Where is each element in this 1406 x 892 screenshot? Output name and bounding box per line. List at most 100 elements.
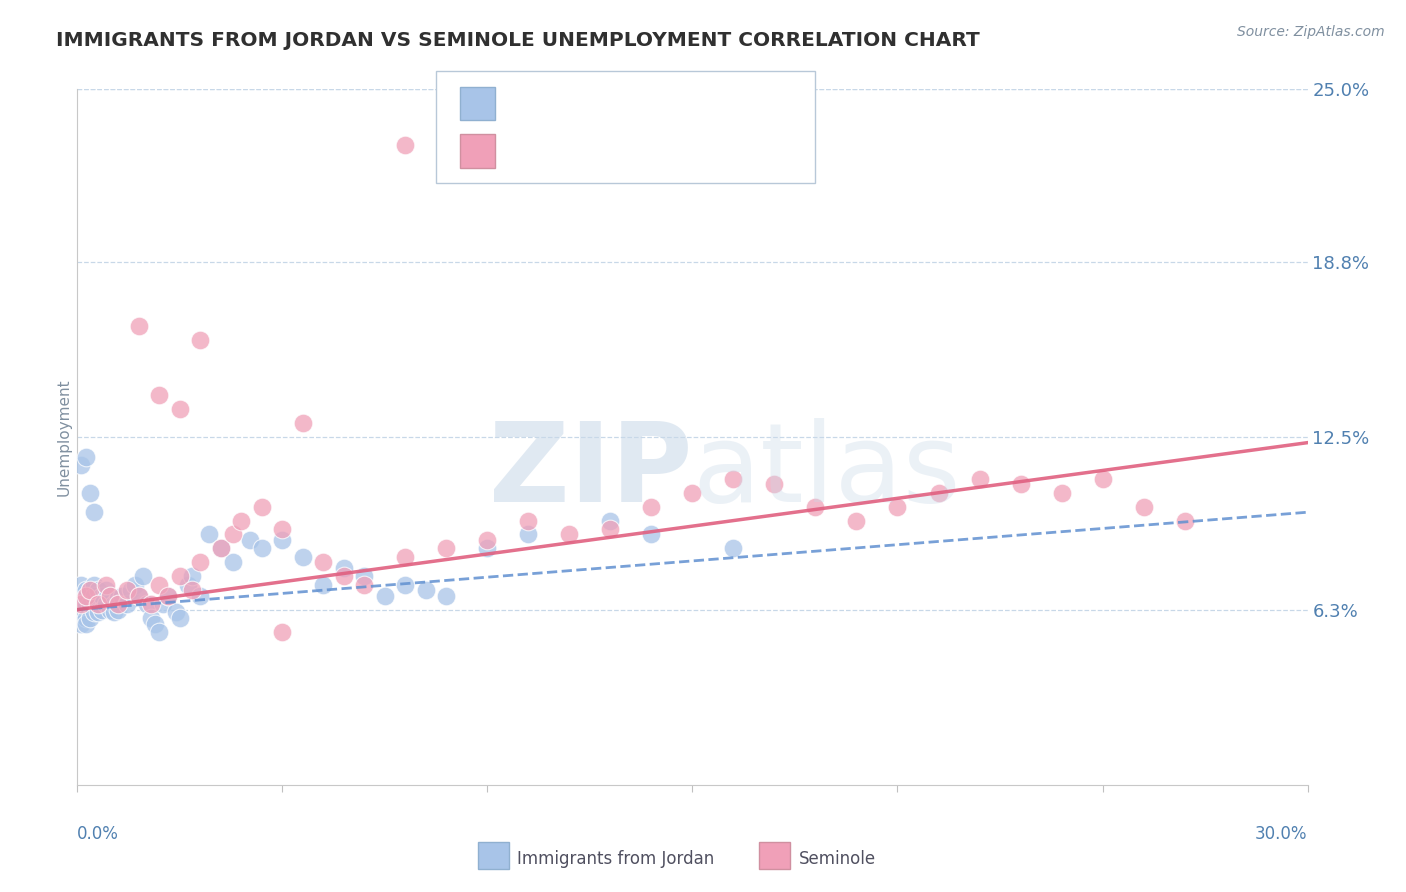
Point	[79, 583, 101, 598]
Point	[181, 569, 204, 583]
Point	[271, 533, 294, 547]
Point	[291, 416, 314, 430]
Point	[128, 589, 150, 603]
Point	[558, 527, 581, 541]
Point	[120, 583, 142, 598]
Point	[75, 450, 97, 464]
Point	[148, 577, 170, 591]
Point	[70, 458, 93, 472]
Point	[291, 549, 314, 564]
Point	[353, 569, 375, 583]
Point	[415, 583, 437, 598]
Point	[83, 577, 105, 591]
Point	[1010, 477, 1032, 491]
Text: R = 0.083: R = 0.083	[509, 95, 599, 112]
Point	[75, 589, 97, 603]
Point	[70, 606, 93, 620]
Point	[599, 514, 621, 528]
Point	[128, 318, 150, 333]
Point	[239, 533, 262, 547]
Y-axis label: Unemployment: Unemployment	[56, 378, 72, 496]
Text: Source: ZipAtlas.com: Source: ZipAtlas.com	[1237, 25, 1385, 39]
Text: IMMIGRANTS FROM JORDAN VS SEMINOLE UNEMPLOYMENT CORRELATION CHART: IMMIGRANTS FROM JORDAN VS SEMINOLE UNEMP…	[56, 31, 980, 50]
Point	[177, 577, 200, 591]
Point	[90, 589, 114, 603]
Text: atlas: atlas	[693, 418, 960, 525]
Point	[70, 597, 93, 611]
Text: R = 0.302: R = 0.302	[509, 142, 599, 160]
Point	[115, 597, 138, 611]
Point	[165, 606, 187, 620]
Point	[723, 472, 745, 486]
Text: N = 50: N = 50	[650, 142, 717, 160]
Point	[132, 569, 155, 583]
Point	[156, 589, 179, 603]
Point	[436, 589, 458, 603]
Point	[87, 597, 110, 611]
Point	[169, 402, 191, 417]
Point	[107, 602, 129, 616]
Point	[640, 527, 662, 541]
Point	[87, 597, 110, 611]
Point	[599, 522, 621, 536]
Point	[98, 602, 121, 616]
Point	[1091, 472, 1114, 486]
Point	[107, 591, 129, 606]
Point	[98, 589, 121, 603]
Point	[94, 597, 117, 611]
Point	[271, 522, 294, 536]
Point	[763, 477, 786, 491]
Point	[136, 597, 159, 611]
Point	[886, 500, 908, 514]
Text: Seminole: Seminole	[799, 850, 876, 868]
Point	[1050, 485, 1073, 500]
Point	[517, 514, 540, 528]
Point	[75, 597, 97, 611]
Point	[222, 555, 245, 569]
Point	[188, 555, 212, 569]
Point	[188, 333, 212, 347]
Point	[169, 611, 191, 625]
Point	[394, 577, 416, 591]
Point	[70, 597, 93, 611]
Point	[75, 611, 97, 625]
Point	[83, 606, 105, 620]
Point	[333, 569, 356, 583]
Point	[143, 616, 166, 631]
Point	[70, 589, 93, 603]
Point	[70, 577, 93, 591]
Point	[111, 589, 134, 603]
Point	[181, 583, 204, 598]
Point	[83, 505, 105, 519]
Point	[141, 597, 163, 611]
Point	[197, 527, 219, 541]
Point	[98, 589, 121, 603]
Point	[640, 500, 662, 514]
Point	[271, 624, 294, 639]
Point	[231, 514, 253, 528]
Point	[477, 541, 499, 556]
Point	[94, 583, 117, 598]
Point	[70, 616, 93, 631]
Point	[75, 616, 97, 631]
Point	[250, 541, 273, 556]
Point	[723, 541, 745, 556]
Point	[128, 589, 150, 603]
Text: 0.0%: 0.0%	[77, 825, 120, 843]
Point	[1174, 514, 1197, 528]
Point	[148, 388, 170, 402]
Point	[79, 597, 101, 611]
Text: N = 68: N = 68	[650, 95, 717, 112]
Point	[148, 624, 170, 639]
Point	[107, 597, 129, 611]
Point	[682, 485, 704, 500]
Point	[969, 472, 991, 486]
Point	[477, 533, 499, 547]
Point	[312, 555, 335, 569]
Point	[209, 541, 232, 556]
Text: ZIP: ZIP	[489, 418, 693, 525]
Point	[152, 597, 174, 611]
Point	[845, 514, 868, 528]
Point	[79, 611, 101, 625]
Point	[75, 583, 97, 598]
